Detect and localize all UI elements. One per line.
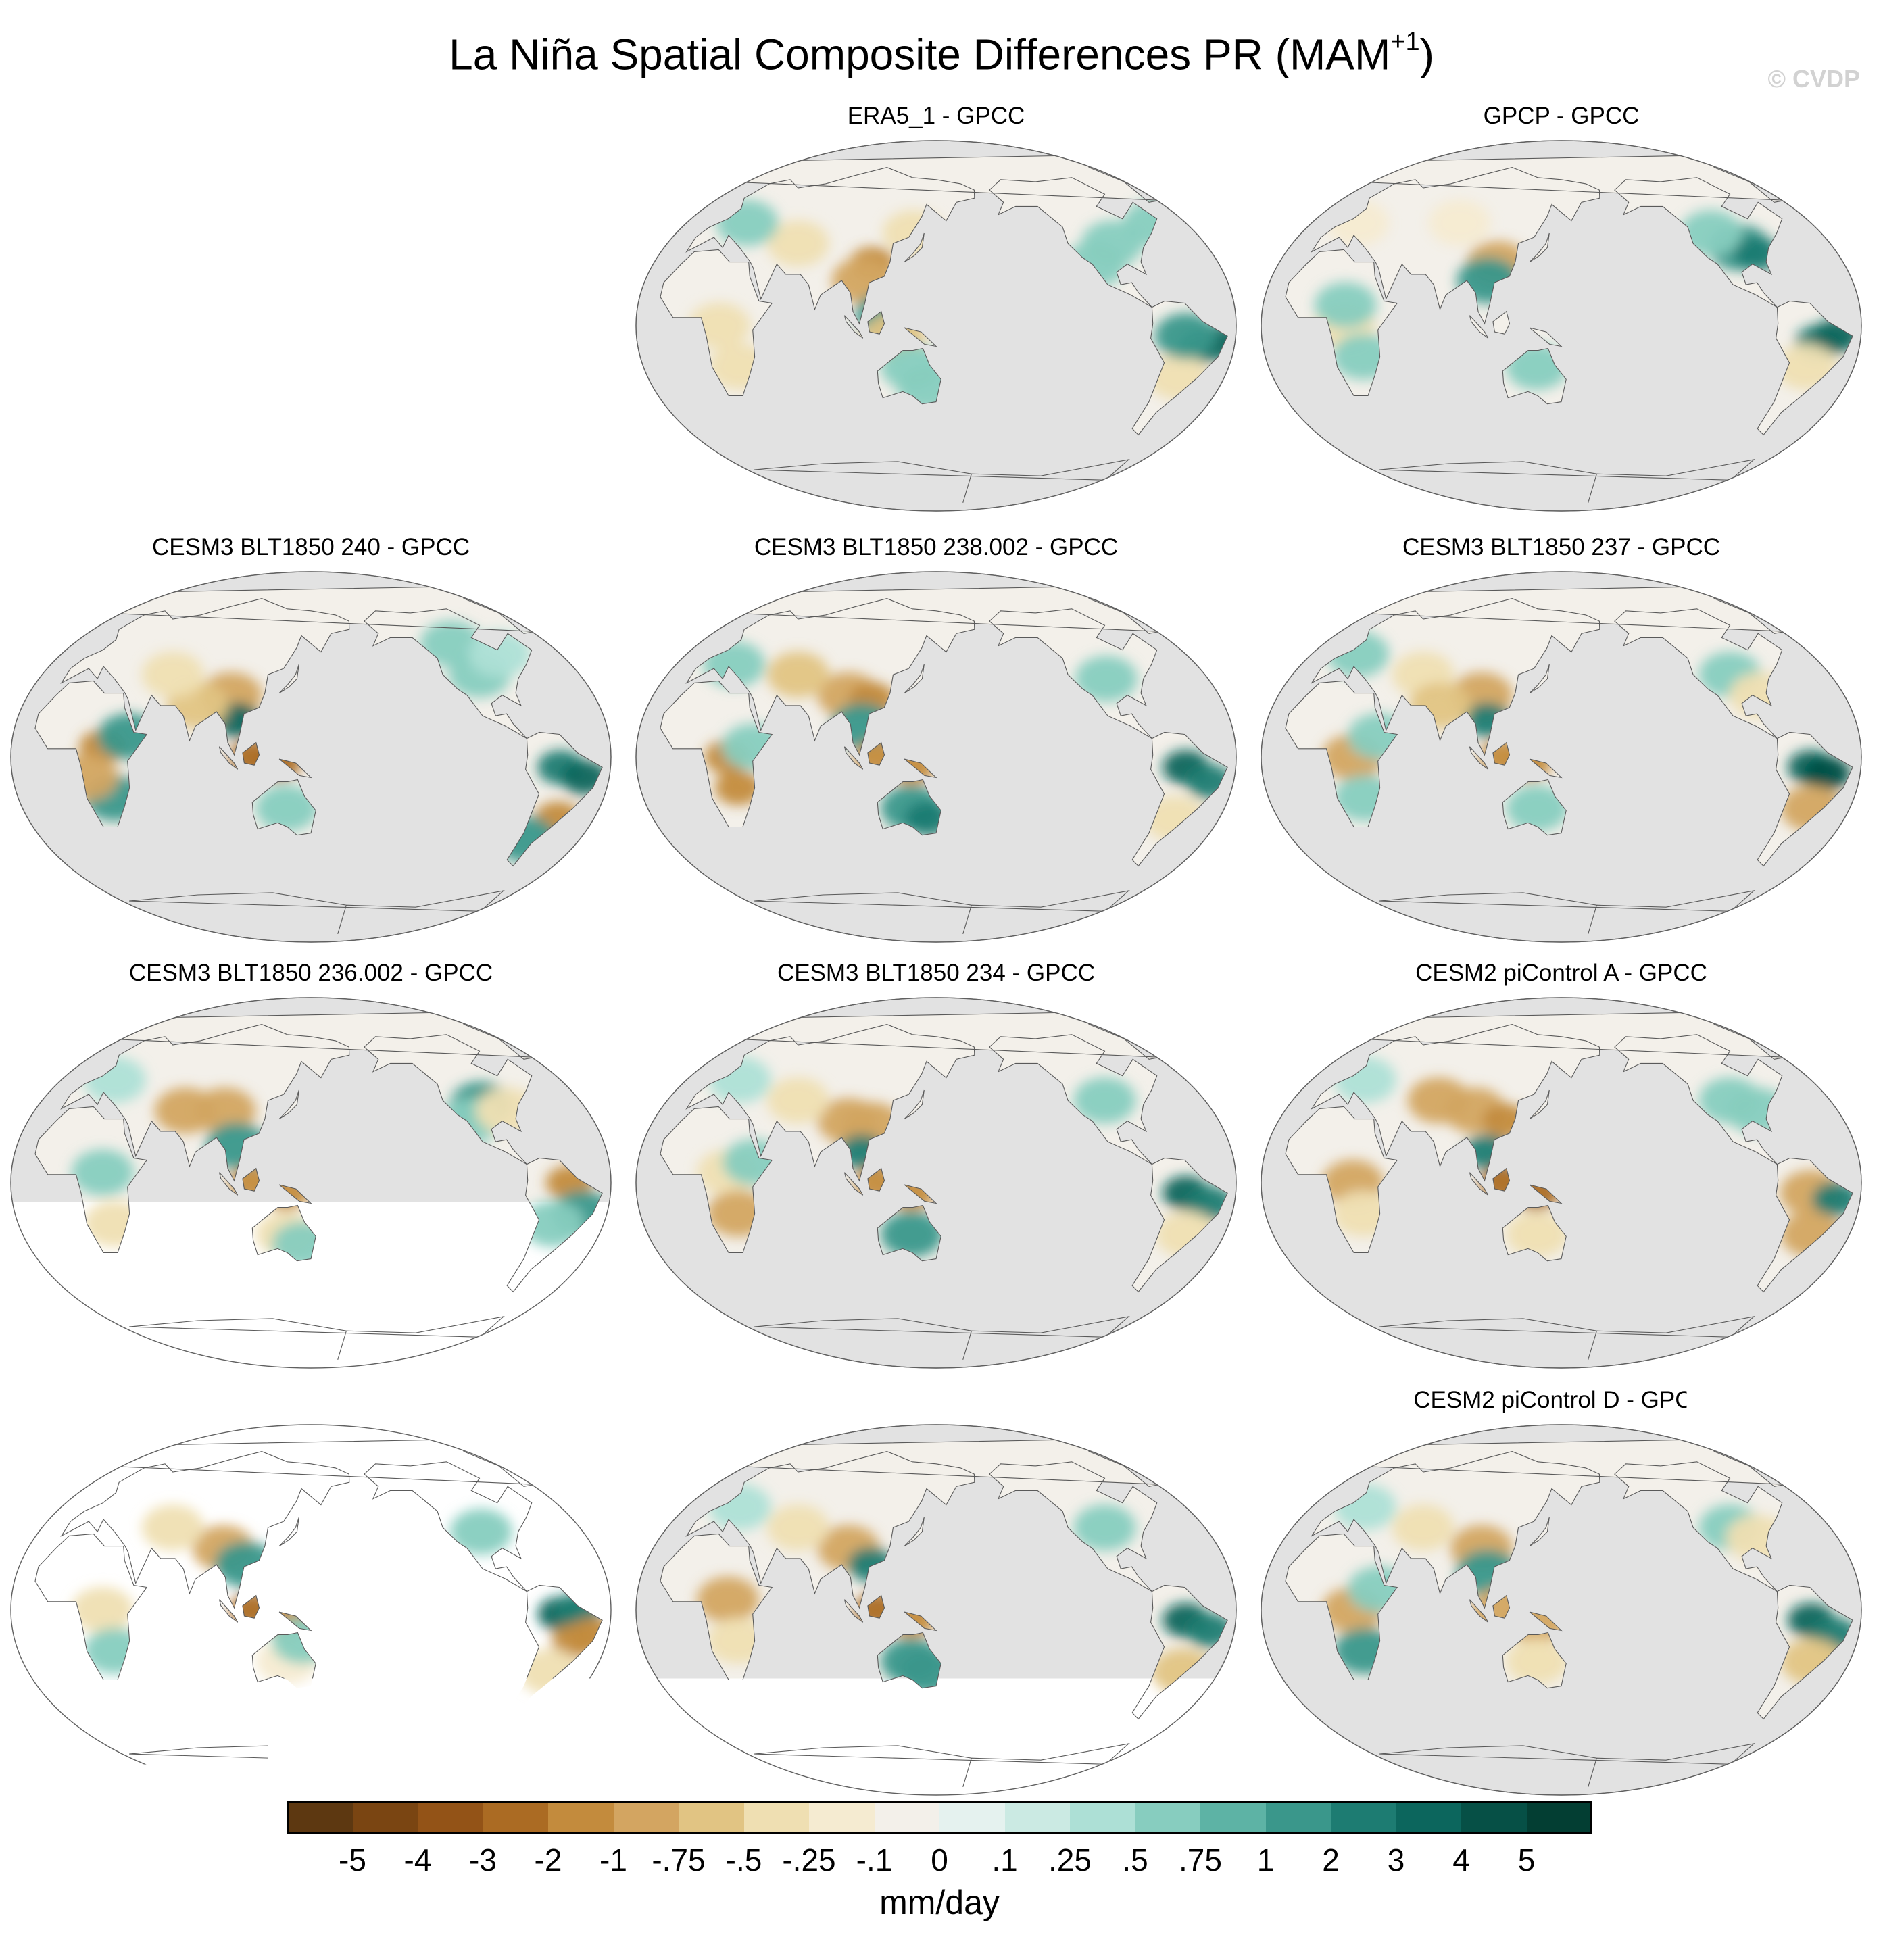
precip-anomaly-blob <box>155 1087 217 1133</box>
map-panel: CESM3 BLT1850 238.002 - GPCC <box>632 534 1240 953</box>
map-panel: ERA5_1 - GPCC <box>632 103 1240 522</box>
panel-title: CESM3 BLT1850 234 - GPCC <box>632 960 1240 987</box>
precip-anomaly-blob <box>697 1577 759 1623</box>
world-map <box>632 568 1240 946</box>
precip-anomaly-blob <box>767 1077 829 1123</box>
figure-title-close: ) <box>1420 30 1434 78</box>
world-map <box>7 1421 615 1799</box>
map-panel: CESM2 piControl B - GPCC <box>7 1387 615 1806</box>
precip-anomaly-blob <box>142 652 204 697</box>
world-map <box>1257 1421 1865 1799</box>
map-panel: CESM3 BLT1850 234 - GPCC <box>632 960 1240 1379</box>
map-panel: GPCP - GPCC <box>1257 103 1865 522</box>
precip-anomaly-blob <box>1392 1504 1454 1550</box>
world-map <box>632 137 1240 515</box>
panel-title: CESM2 piControl D - GPCC <box>1257 1387 1865 1414</box>
panel-title: CESM3 BLT1850 237 - GPCC <box>1257 534 1865 561</box>
precip-anomaly-blob <box>1408 1077 1470 1123</box>
world-map <box>1257 568 1865 946</box>
world-map <box>7 994 615 1372</box>
copyright-watermark: © CVDP <box>1767 65 1860 93</box>
figure-title-superscript: +1 <box>1390 28 1419 56</box>
panel-title: ERA5_1 - GPCC <box>632 103 1240 130</box>
panel-title: CESM3 BLT1850 238.002 - GPCC <box>632 534 1240 561</box>
world-map <box>7 568 615 946</box>
precip-anomaly-blob <box>72 1150 134 1196</box>
world-map <box>632 994 1240 1372</box>
map-panel: CESM2 piControl A - GPCC <box>1257 960 1865 1379</box>
precip-anomaly-blob <box>1429 200 1491 246</box>
panel-title: GPCP - GPCC <box>1257 103 1865 130</box>
panel-title: CESM2 piControl B - GPCC <box>7 1387 615 1414</box>
figure-title: La Niña Spatial Composite Differences PR… <box>0 19 1883 81</box>
panel-title: CESM3 BLT1850 240 - GPCC <box>7 534 615 561</box>
world-map <box>1257 137 1865 515</box>
map-panel: CESM2 piControl C - GPCC <box>632 1387 1240 1806</box>
precip-anomaly-blob <box>767 1504 829 1550</box>
map-panel: CESM3 BLT1850 236.002 - GPCC <box>7 960 615 1379</box>
precip-anomaly-blob <box>142 1504 204 1550</box>
world-map <box>1257 994 1865 1372</box>
map-panel: CESM3 BLT1850 237 - GPCC <box>1257 534 1865 953</box>
figure-title-text: La Niña Spatial Composite Differences PR… <box>449 30 1390 78</box>
precip-anomaly-blob <box>767 652 829 697</box>
panel-title: CESM2 piControl A - GPCC <box>1257 960 1865 987</box>
panel-title: CESM2 piControl C - GPCC <box>632 1387 1240 1414</box>
colorbar-unit-label: mm/day <box>287 1884 1592 1921</box>
colorbar: mm/day -5 -4 -3 -2 -1 -.75 -.5 -.25 -.1 0.1.25.5.… <box>287 1801 1592 1940</box>
map-panel: CESM3 BLT1850 240 - GPCC <box>7 534 615 953</box>
world-map <box>632 1421 1240 1799</box>
map-panel: CESM2 piControl D - GPCC <box>1257 1387 1865 1806</box>
panel-title: CESM3 BLT1850 236.002 - GPCC <box>7 960 615 987</box>
colorbar-tick-label: 5 <box>1486 1843 1567 1877</box>
colorbar-frame <box>287 1801 1592 1834</box>
